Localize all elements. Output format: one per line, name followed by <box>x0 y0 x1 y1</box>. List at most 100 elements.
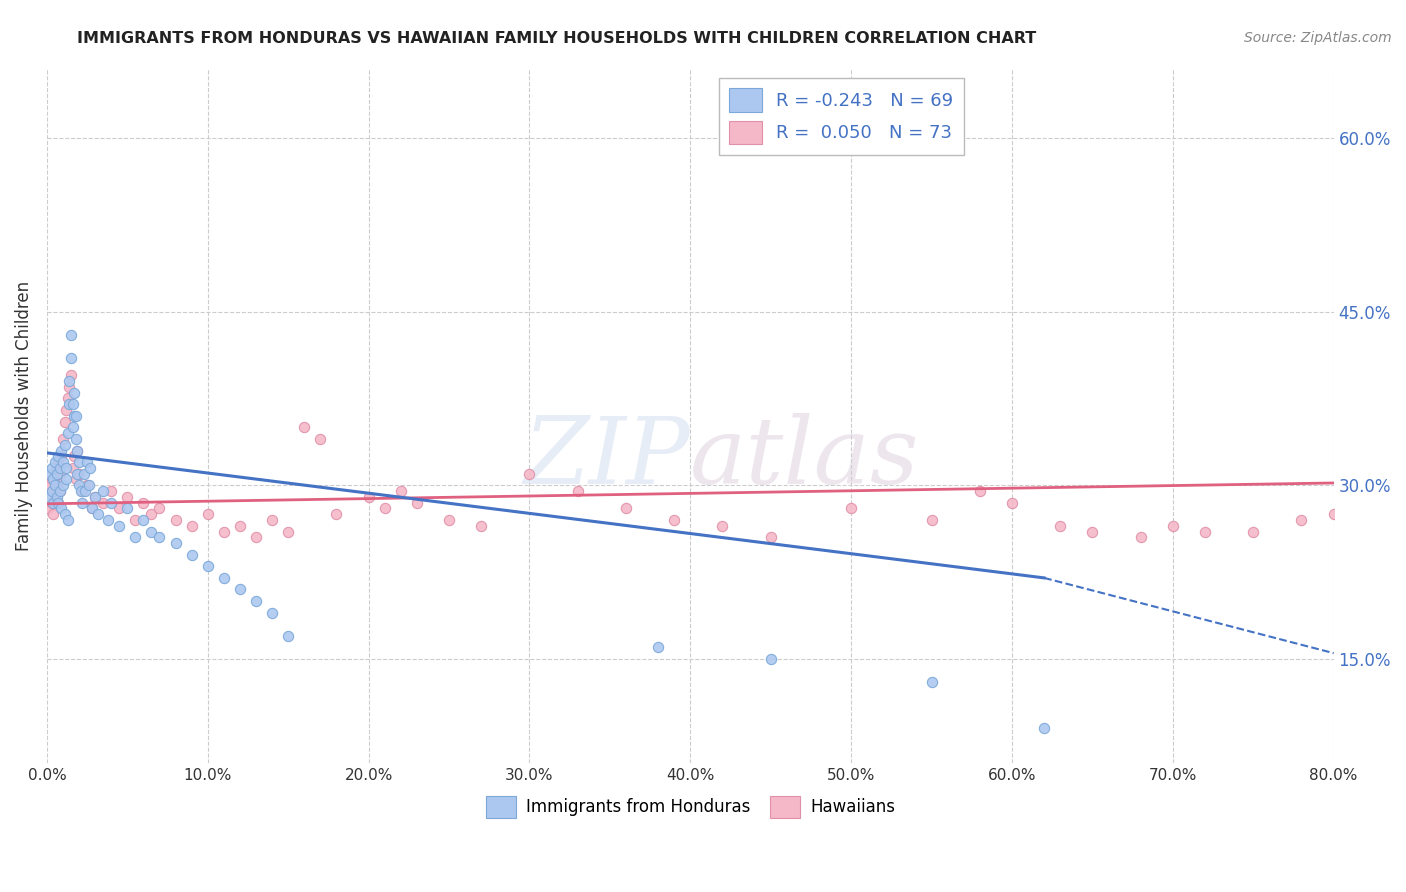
Point <box>921 513 943 527</box>
Point <box>42 507 65 521</box>
Point <box>46 496 69 510</box>
Point <box>1049 518 1071 533</box>
Point <box>664 513 686 527</box>
Point <box>41 461 63 475</box>
Point <box>212 524 235 539</box>
Point <box>53 438 76 452</box>
Point <box>37 490 59 504</box>
Point <box>108 501 131 516</box>
Point <box>141 524 163 539</box>
Point <box>72 484 94 499</box>
Point <box>52 455 75 469</box>
Point <box>46 455 69 469</box>
Point <box>91 496 114 510</box>
Point <box>245 594 267 608</box>
Point <box>614 501 637 516</box>
Point <box>309 432 332 446</box>
Text: Source: ZipAtlas.com: Source: ZipAtlas.com <box>1244 31 1392 45</box>
Point <box>165 536 187 550</box>
Point <box>67 467 90 481</box>
Point <box>51 501 73 516</box>
Point <box>56 426 79 441</box>
Point <box>1001 496 1024 510</box>
Point <box>41 484 63 499</box>
Point <box>1291 513 1313 527</box>
Point <box>1081 524 1104 539</box>
Point <box>262 606 284 620</box>
Point <box>66 467 89 481</box>
Point <box>75 484 97 499</box>
Point <box>1161 518 1184 533</box>
Point <box>44 490 66 504</box>
Point <box>69 484 91 499</box>
Point <box>49 484 72 499</box>
Point <box>45 461 67 475</box>
Point <box>53 507 76 521</box>
Point <box>79 461 101 475</box>
Point <box>197 559 219 574</box>
Point <box>277 629 299 643</box>
Point <box>124 530 146 544</box>
Point <box>76 478 98 492</box>
Point <box>63 385 86 400</box>
Point <box>55 473 77 487</box>
Point <box>229 518 252 533</box>
Point <box>124 513 146 527</box>
Point <box>277 524 299 539</box>
Point <box>759 652 782 666</box>
Point <box>72 496 94 510</box>
Point <box>66 443 89 458</box>
Point <box>470 518 492 533</box>
Point <box>58 397 80 411</box>
Point <box>1241 524 1264 539</box>
Point <box>41 496 63 510</box>
Point <box>84 490 107 504</box>
Point <box>62 397 84 411</box>
Point <box>60 368 83 383</box>
Point <box>42 484 65 499</box>
Point <box>229 582 252 597</box>
Point <box>262 513 284 527</box>
Point <box>66 443 89 458</box>
Point <box>117 490 139 504</box>
Point <box>180 548 202 562</box>
Point <box>100 484 122 499</box>
Point <box>52 478 75 492</box>
Point <box>91 484 114 499</box>
Y-axis label: Family Households with Children: Family Households with Children <box>15 281 32 551</box>
Point <box>56 392 79 406</box>
Point <box>100 496 122 510</box>
Point <box>45 467 67 481</box>
Point <box>58 380 80 394</box>
Point <box>389 484 412 499</box>
Point <box>148 501 170 516</box>
Point <box>46 450 69 464</box>
Point <box>711 518 734 533</box>
Point <box>42 496 65 510</box>
Point <box>969 484 991 499</box>
Point <box>212 571 235 585</box>
Point <box>53 415 76 429</box>
Point <box>49 484 72 499</box>
Point <box>325 507 347 521</box>
Point <box>60 351 83 365</box>
Point <box>51 450 73 464</box>
Text: ZIP: ZIP <box>523 412 690 502</box>
Point <box>45 478 67 492</box>
Point <box>405 496 427 510</box>
Point <box>97 513 120 527</box>
Point <box>180 518 202 533</box>
Point <box>567 484 589 499</box>
Point <box>60 327 83 342</box>
Point <box>1129 530 1152 544</box>
Point <box>245 530 267 544</box>
Point <box>292 420 315 434</box>
Point <box>1033 722 1056 736</box>
Point <box>437 513 460 527</box>
Point <box>374 501 396 516</box>
Point <box>49 461 72 475</box>
Point <box>55 403 77 417</box>
Point <box>1194 524 1216 539</box>
Point <box>65 432 87 446</box>
Point <box>76 455 98 469</box>
